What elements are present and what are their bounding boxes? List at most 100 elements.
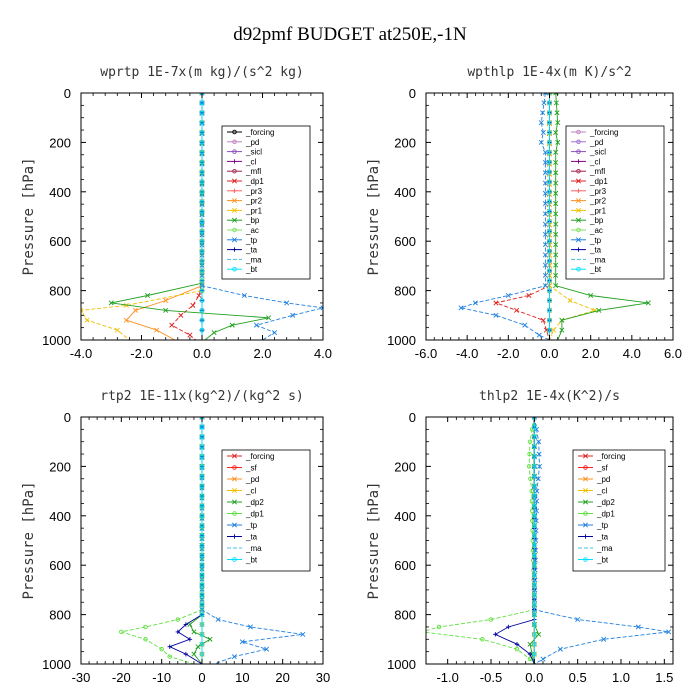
data-point <box>535 476 541 482</box>
data-point <box>553 130 559 136</box>
legend-marker <box>232 139 237 145</box>
legend-marker <box>232 247 237 252</box>
legend-label: _bt <box>589 265 602 274</box>
data-point <box>526 464 532 469</box>
series-group <box>458 93 651 340</box>
data-point <box>527 641 533 647</box>
data-point <box>199 503 205 509</box>
data-point <box>547 159 552 165</box>
data-point <box>199 592 205 598</box>
panel-1: wprtp 1E-7x(m kg)/(s^2 kg) Pressure [hPa]… <box>21 65 332 361</box>
legend-marker <box>232 129 237 135</box>
data-point <box>542 170 548 176</box>
legend-marker <box>231 198 238 204</box>
data-point <box>187 332 193 338</box>
data-point <box>553 180 559 186</box>
legend-marker <box>582 487 589 494</box>
x-tick-label: -4.0 <box>456 346 478 361</box>
legend-box <box>572 449 666 572</box>
data-point <box>154 327 160 333</box>
data-point <box>199 483 205 489</box>
data-point <box>666 629 672 635</box>
legend-label: _forcing <box>245 452 274 461</box>
data-point <box>547 248 552 254</box>
data-point <box>145 293 151 299</box>
x-tick-label: 0.0 <box>525 670 543 685</box>
data-point <box>532 572 537 578</box>
legend-marker <box>575 217 582 223</box>
data-point <box>167 654 172 659</box>
legend-marker <box>232 159 237 164</box>
y-tick-label: 600 <box>394 558 416 573</box>
data-point <box>547 179 552 185</box>
y-tick-label: 400 <box>49 185 71 200</box>
data-point <box>547 150 552 155</box>
data-point <box>540 110 546 116</box>
legend-label: _pd <box>245 138 259 147</box>
legend-label: _bt <box>245 556 258 565</box>
data-point <box>199 209 205 214</box>
legend-label: _pd <box>589 138 603 147</box>
legend: _forcing_pd_sicl_cl_mfl_dp1_pr3_pr2_pr1_… <box>565 125 665 280</box>
x-tick-label: 0.0 <box>540 346 558 361</box>
data-point <box>527 651 533 657</box>
data-point <box>199 298 205 303</box>
legend-marker <box>232 465 237 470</box>
legend-marker <box>575 178 582 184</box>
data-point <box>514 642 520 647</box>
legend-marker <box>232 149 237 154</box>
y-tick-label: 200 <box>49 135 71 150</box>
data-point <box>199 159 205 165</box>
legend-label: _cl <box>245 157 256 166</box>
series-line-ta <box>168 417 203 664</box>
data-point <box>555 120 561 126</box>
data-point <box>199 100 205 106</box>
x-tick-label: -2.0 <box>497 346 519 361</box>
x-tick-label: 1.0 <box>612 670 630 685</box>
data-point <box>554 110 560 116</box>
panel-3: rtp2 1E-11x(kg^2)/(kg^2 s) Pressure [hPa]… <box>21 389 330 685</box>
series-line-bp <box>555 93 649 340</box>
data-point <box>199 120 205 125</box>
data-point <box>547 238 552 244</box>
legend-marker <box>582 522 589 528</box>
data-point <box>538 139 544 145</box>
legend-label: _ac <box>245 226 259 235</box>
data-point <box>547 229 552 234</box>
data-point <box>528 476 533 482</box>
series-line-dp1 <box>171 93 203 340</box>
y-tick-label: 200 <box>49 459 71 474</box>
data-point <box>553 190 559 196</box>
data-point <box>81 307 84 313</box>
data-point <box>553 242 559 248</box>
data-point <box>175 629 180 635</box>
data-point <box>553 149 559 155</box>
data-point <box>588 293 594 299</box>
legend-label: _ma <box>245 544 262 553</box>
x-tick-label: -20 <box>112 670 131 685</box>
legend-label: _bt <box>596 556 609 565</box>
data-point <box>532 503 537 509</box>
figure-title: d92pmf BUDGET at250E,-1N <box>233 24 467 45</box>
data-point <box>532 454 537 459</box>
x-tick-label: 4.0 <box>314 346 332 361</box>
data-point <box>532 562 537 568</box>
data-point <box>526 293 532 299</box>
legend-marker <box>576 149 581 154</box>
x-tick-label: 4.0 <box>623 346 641 361</box>
data-point <box>522 322 528 328</box>
data-point <box>183 622 189 627</box>
legend-label: _sf <box>596 464 608 473</box>
data-point <box>532 602 537 607</box>
data-point <box>529 488 534 494</box>
data-point <box>553 170 559 176</box>
data-point <box>542 272 548 278</box>
legend-marker <box>231 522 238 528</box>
series-line-tp <box>201 93 323 340</box>
data-point <box>635 624 641 630</box>
series-line-pr1 <box>81 93 203 340</box>
y-tick-label: 1000 <box>42 333 71 348</box>
legend-label: _tp <box>245 521 258 530</box>
data-point <box>553 100 559 106</box>
data-point <box>532 651 537 657</box>
